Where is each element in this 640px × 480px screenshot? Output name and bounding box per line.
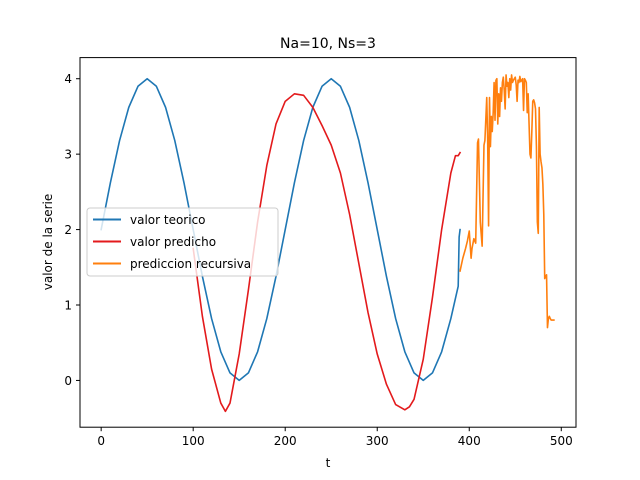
x-tick-label: 400 <box>458 434 481 448</box>
legend-box <box>86 207 279 277</box>
chart-title: Na=10, Ns=3 <box>280 36 376 52</box>
series-line-valor-teorico <box>100 77 461 382</box>
y-tick-label: 0 <box>64 374 72 388</box>
axes-frame <box>79 57 577 428</box>
y-axis: 0 1 2 3 4 <box>64 72 80 388</box>
series-line-valor-predicho <box>192 93 462 413</box>
x-tick-label: 500 <box>550 434 573 448</box>
legend-label-valor-teorico: valor teorico <box>130 213 206 227</box>
y-axis-label: valor de la serie <box>41 194 55 290</box>
series-line-prediccion-recursiva <box>459 74 555 329</box>
x-axis: 0 100 200 300 400 500 <box>97 427 573 448</box>
y-tick-label: 2 <box>64 223 72 237</box>
y-tick-label: 4 <box>64 72 72 86</box>
x-tick-label: 300 <box>366 434 389 448</box>
legend-label-valor-predicho: valor predicho <box>130 235 216 249</box>
x-tick-label: 0 <box>97 434 105 448</box>
x-axis-label: t <box>326 456 331 470</box>
legend: valor teorico valor predicho prediccion … <box>86 207 279 277</box>
series-layer <box>100 74 555 413</box>
x-tick-label: 100 <box>182 434 205 448</box>
legend-label-prediccion-recursiva: prediccion recursiva <box>130 257 251 271</box>
x-tick-label: 200 <box>274 434 297 448</box>
y-tick-label: 1 <box>64 299 72 313</box>
y-tick-label: 3 <box>64 148 72 162</box>
